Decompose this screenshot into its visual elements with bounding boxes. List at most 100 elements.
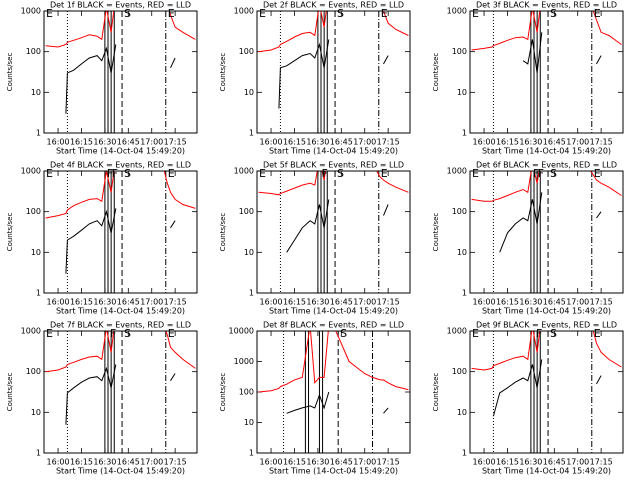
flag-label: E xyxy=(472,7,479,20)
x-tick-label: 16:45 xyxy=(543,138,566,147)
x-tick-label: 17:00 xyxy=(140,458,163,467)
y-tick-label: 10 xyxy=(457,88,467,97)
x-tick-label: 16:45 xyxy=(330,458,353,467)
y-tick-label: 100 xyxy=(239,47,254,56)
y-tick-label: 1000 xyxy=(21,7,41,16)
plot-frame xyxy=(256,170,411,294)
panel: Det 9f BLACK = Events, RED = LLD Start Ti… xyxy=(432,321,624,476)
panel: Det 8f BLACK = Events, RED = LLD Start Ti… xyxy=(219,321,411,476)
plot-frame xyxy=(469,330,624,454)
flag-label: S xyxy=(550,327,557,340)
y-tick-label: 10 xyxy=(31,408,41,417)
flag-label: E xyxy=(46,7,53,20)
plot-frame xyxy=(469,10,624,134)
x-tick-label: 17:00 xyxy=(566,458,589,467)
x-tick-label: 17:15 xyxy=(164,138,187,147)
y-axis-label: Counts/sec xyxy=(219,53,227,92)
y-tick-label: 10 xyxy=(457,408,467,417)
y-tick-label: 100 xyxy=(239,388,254,397)
x-axis-label: Start Time (14-Oct-04 15:49:20) xyxy=(269,307,398,316)
x-tick-label: 16:00 xyxy=(260,458,283,467)
chart-title: Det 8f BLACK = Events, RED = LLD xyxy=(263,321,404,330)
x-tick-label: 16:15 xyxy=(70,138,93,147)
y-tick-label: 1 xyxy=(462,289,467,298)
x-tick-label: 16:00 xyxy=(47,138,70,147)
flag-label: E xyxy=(472,167,479,180)
y-axis-label: Counts/sec xyxy=(6,53,14,92)
series-line xyxy=(65,44,176,114)
chart-title: Det 9f BLACK = Events, RED = LLD xyxy=(476,321,617,330)
plot-frame xyxy=(43,10,198,134)
y-tick-label: 1000 xyxy=(447,7,467,16)
flag-label: S xyxy=(337,7,344,20)
flag-label: E xyxy=(594,7,601,20)
x-axis-label: Start Time (14-Oct-04 15:49:20) xyxy=(482,467,611,476)
flag-label: E xyxy=(168,7,175,20)
x-tick-label: 16:45 xyxy=(543,298,566,307)
x-tick-label: 16:45 xyxy=(330,138,353,147)
y-tick-label: 1 xyxy=(462,129,467,138)
chart-title: Det 5f BLACK = Events, RED = LLD xyxy=(263,161,404,170)
x-tick-label: 16:15 xyxy=(496,298,519,307)
y-tick-label: 1000 xyxy=(234,7,254,16)
series-line xyxy=(471,171,622,202)
x-tick-label: 16:00 xyxy=(473,138,496,147)
y-tick-label: 1000 xyxy=(234,357,254,366)
x-tick-label: 16:45 xyxy=(117,458,140,467)
series-line xyxy=(471,11,622,51)
x-tick-label: 17:00 xyxy=(353,298,376,307)
x-tick-label: 17:15 xyxy=(377,458,400,467)
x-tick-label: 17:00 xyxy=(140,138,163,147)
flag-label: F xyxy=(321,167,327,180)
y-axis-label: Counts/sec xyxy=(219,213,227,252)
x-axis-label: Start Time (14-Oct-04 15:49:20) xyxy=(56,467,185,476)
x-tick-label: 16:30 xyxy=(93,458,116,467)
x-tick-label: 16:00 xyxy=(47,458,70,467)
series-line xyxy=(499,192,602,253)
series-line xyxy=(45,331,196,373)
flag-label: E xyxy=(168,167,175,180)
y-tick-label: 10 xyxy=(31,88,41,97)
flag-label: S xyxy=(124,327,131,340)
y-tick-label: 10 xyxy=(244,88,254,97)
flag-label: F xyxy=(107,167,113,180)
chart-title: Det 7f BLACK = Events, RED = LLD xyxy=(50,321,191,330)
x-tick-label: 16:00 xyxy=(473,458,496,467)
x-tick-label: 16:30 xyxy=(519,138,542,147)
x-tick-label: 17:15 xyxy=(377,138,400,147)
chart-title: Det 2f BLACK = Events, RED = LLD xyxy=(263,1,404,10)
flag-label: F xyxy=(533,167,539,180)
x-tick-label: 16:45 xyxy=(543,458,566,467)
x-axis-label: Start Time (14-Oct-04 15:49:20) xyxy=(269,467,398,476)
flag-label: S xyxy=(337,167,344,180)
y-axis-label: Counts/sec xyxy=(432,53,440,92)
panel: Det 3f BLACK = Events, RED = LLD Start Ti… xyxy=(432,1,624,156)
flag-label: E xyxy=(594,167,601,180)
y-tick-label: 1 xyxy=(36,449,41,458)
y-tick-label: 100 xyxy=(239,207,254,216)
x-tick-label: 16:30 xyxy=(306,298,329,307)
x-tick-label: 16:00 xyxy=(260,298,283,307)
y-tick-label: 10000 xyxy=(229,327,254,336)
y-tick-label: 10 xyxy=(244,248,254,257)
flag-label: S xyxy=(550,167,557,180)
x-tick-label: 16:15 xyxy=(283,138,306,147)
series-line xyxy=(471,331,622,371)
flag-label: E xyxy=(168,327,175,340)
plot-frame xyxy=(256,10,411,134)
panel: Det 5f BLACK = Events, RED = LLD Start Ti… xyxy=(219,161,411,316)
series-line xyxy=(492,359,602,417)
y-tick-label: 1000 xyxy=(234,167,254,176)
series-line xyxy=(258,11,409,53)
panel: Det 2f BLACK = Events, RED = LLD Start Ti… xyxy=(219,1,411,156)
y-tick-label: 100 xyxy=(26,47,41,56)
series-line xyxy=(45,171,196,219)
flag-label: E xyxy=(259,7,266,20)
panel: Det 1f BLACK = Events, RED = LLD Start Ti… xyxy=(6,1,198,156)
panel: Det 7f BLACK = Events, RED = LLD Start Ti… xyxy=(6,321,198,476)
y-tick-label: 1000 xyxy=(447,327,467,336)
x-tick-label: 16:15 xyxy=(70,298,93,307)
x-tick-label: 17:15 xyxy=(590,138,613,147)
